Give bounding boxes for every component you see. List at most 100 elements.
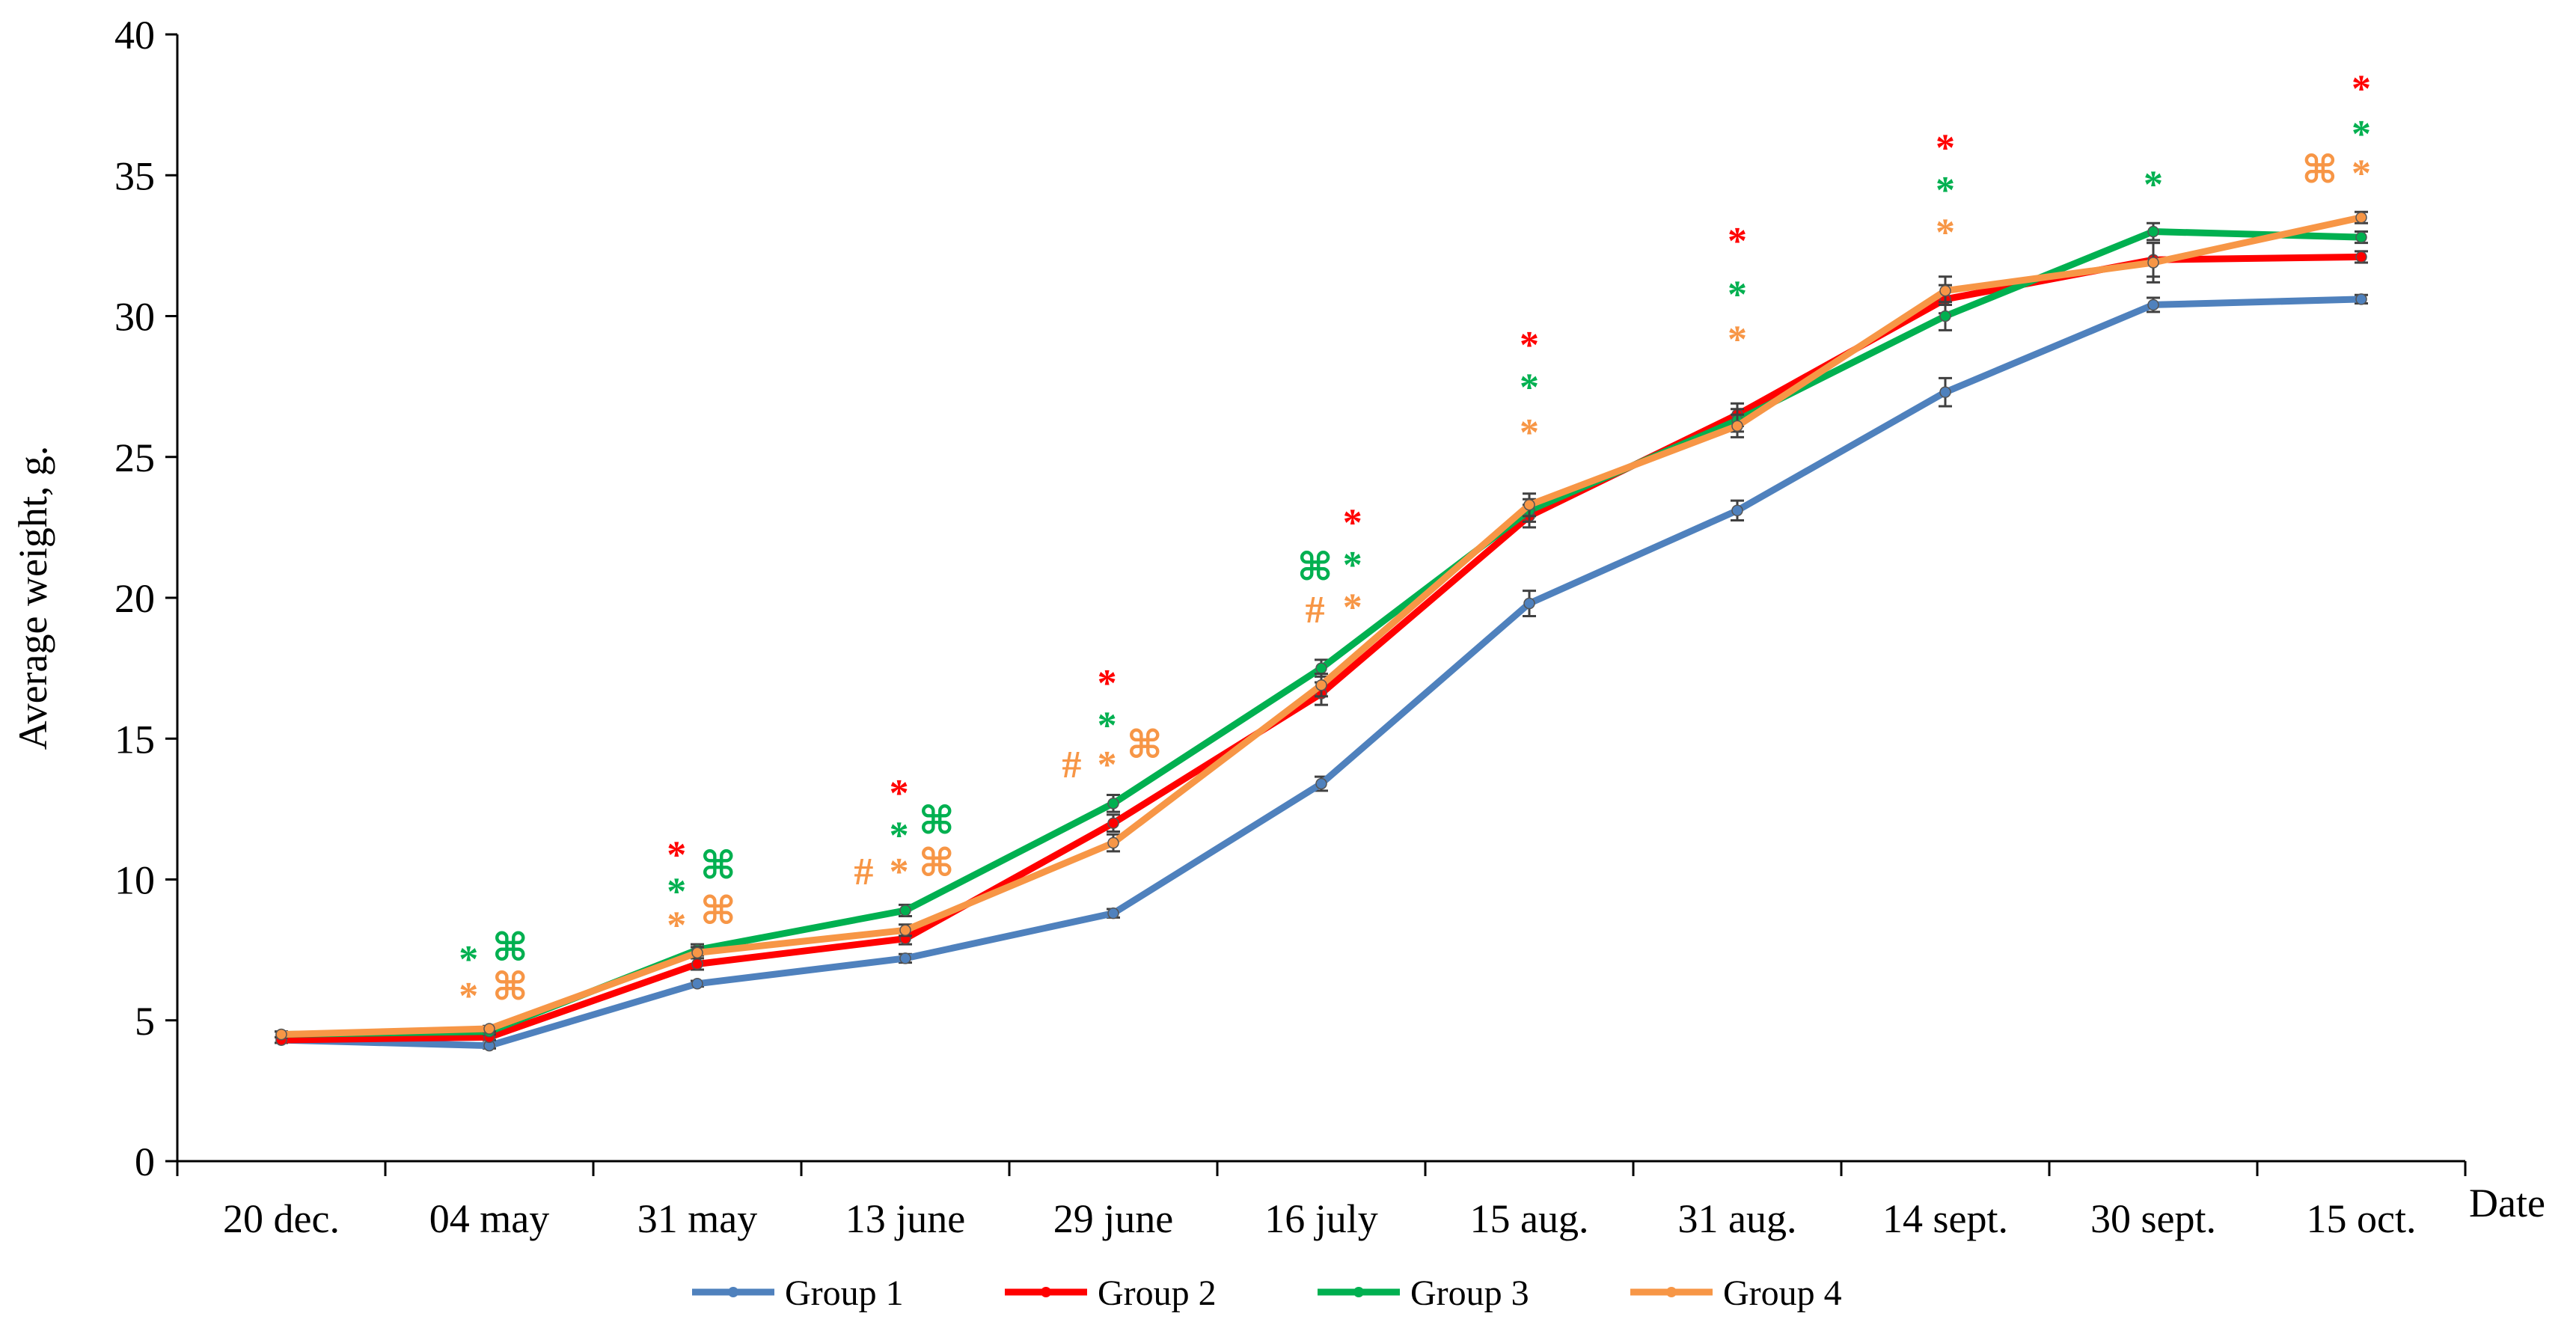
data-point (275, 1028, 287, 1041)
significance-mark: * (1343, 586, 1362, 628)
series-2 (275, 242, 2368, 1046)
data-point (1107, 836, 1119, 849)
data-point (483, 1023, 495, 1035)
x-axis-title: Date (2469, 1181, 2545, 1226)
significance-mark: * (890, 851, 909, 893)
x-tick-label: 30 sept. (2090, 1196, 2216, 1241)
significance-mark: ⌘ (700, 890, 736, 933)
legend-label: Group 1 (785, 1273, 904, 1313)
data-point (1315, 679, 1327, 691)
significance-mark: ⌘ (2301, 150, 2337, 192)
y-tick-label: 40 (114, 13, 155, 58)
significance-mark: * (667, 834, 686, 877)
significance-mark: * (2352, 113, 2371, 156)
x-tick-label: 29 june (1053, 1196, 1173, 1241)
significance-mark: # (1306, 589, 1325, 631)
significance-mark: * (1728, 273, 1747, 316)
axes: 0 5 10 15 20 25 30 35 40 20 dec. 04 may 31 may 13 ju… (114, 13, 2467, 1241)
data-point (2355, 293, 2367, 305)
legend-marker (1666, 1287, 1677, 1297)
data-point (1731, 420, 1743, 432)
data-point (899, 952, 911, 964)
y-tick-label: 10 (114, 858, 155, 903)
y-tick-label: 35 (114, 153, 155, 198)
x-tick-label: 13 june (845, 1196, 965, 1241)
legend: Group 1 Group 2 Group 3 Group 4 (692, 1273, 1842, 1313)
data-point (2355, 251, 2367, 263)
legend-marker (1041, 1287, 1051, 1297)
y-tick-label: 0 (135, 1139, 155, 1184)
series-1 (275, 293, 2368, 1052)
legend-item: Group 1 (692, 1273, 904, 1313)
data-point (691, 958, 703, 970)
legend-label: Group 3 (1410, 1273, 1529, 1313)
significance-mark: * (2352, 152, 2371, 195)
significance-mark: * (1098, 704, 1117, 747)
data-point (1523, 499, 1535, 511)
significance-mark: * (1936, 127, 1955, 170)
significance-mark: * (2144, 164, 2163, 206)
significance-mark: ⌘ (492, 967, 528, 1009)
data-point (1315, 777, 1327, 790)
significance-mark: * (459, 938, 478, 981)
data-point (2147, 257, 2159, 269)
significance-mark: * (1936, 169, 1955, 212)
x-tick-label: 16 july (1264, 1196, 1378, 1241)
legend-item: Group 4 (1630, 1273, 1842, 1313)
series-4 (275, 210, 2368, 1041)
significance-mark: ⌘ (1127, 724, 1163, 767)
data-point (1731, 504, 1743, 517)
y-tick-label: 20 (114, 576, 155, 621)
x-tick-label: 14 sept. (1882, 1196, 2008, 1241)
significance-mark: * (1936, 212, 1955, 254)
data-point (1107, 817, 1119, 829)
y-tick-label: 5 (135, 999, 155, 1044)
data-point (691, 978, 703, 990)
legend-marker (728, 1287, 738, 1297)
data-point (899, 924, 911, 937)
data-point (1107, 907, 1119, 920)
x-tick-label: 15 oct. (2307, 1196, 2417, 1241)
significance-mark: * (890, 814, 909, 857)
significance-mark: * (2352, 68, 2371, 111)
significance-marks: **⌘⌘***⌘⌘***#⌘⌘***# ⌘***⌘#*************⌘ (459, 68, 2371, 1018)
significance-mark: * (1343, 544, 1362, 587)
y-axis-title: Average weight, g. (10, 446, 55, 750)
x-tick-label: 15 aug. (1470, 1196, 1589, 1241)
legend-marker (1353, 1287, 1364, 1297)
data-point (899, 905, 911, 917)
significance-mark: # (1062, 744, 1081, 786)
significance-mark: ⌘ (1297, 547, 1333, 590)
legend-item: Group 2 (1005, 1273, 1217, 1313)
data-point (1523, 597, 1535, 610)
y-tick-label: 25 (114, 435, 155, 480)
data-point (1939, 284, 1951, 297)
data-point (1939, 386, 1951, 398)
data-point (2147, 225, 2159, 238)
data-point (691, 946, 703, 959)
legend-label: Group 4 (1723, 1273, 1842, 1313)
significance-mark: * (1520, 411, 1539, 454)
significance-mark: ⌘ (919, 842, 955, 885)
significance-mark: * (1098, 744, 1117, 786)
x-tick-label: 31 may (637, 1196, 757, 1241)
significance-mark: * (1728, 319, 1747, 361)
data-point (1315, 662, 1327, 674)
x-tick-label: 20 dec. (223, 1196, 340, 1241)
series-line (278, 253, 2365, 1044)
significance-mark: ⌘ (919, 800, 955, 842)
data-point (2355, 231, 2367, 243)
significance-mark: * (667, 871, 686, 914)
legend-label: Group 2 (1098, 1273, 1217, 1313)
x-tick-label: 04 may (429, 1196, 549, 1241)
significance-mark: * (1098, 662, 1117, 705)
significance-mark: * (667, 905, 686, 947)
data-point (2147, 299, 2159, 311)
series-lines (275, 210, 2368, 1052)
x-tick-label: 31 aug. (1678, 1196, 1797, 1241)
significance-mark: * (1520, 324, 1539, 367)
significance-mark: ⌘ (492, 927, 528, 970)
data-point (2355, 211, 2367, 224)
significance-mark: ⌘ (700, 845, 736, 888)
